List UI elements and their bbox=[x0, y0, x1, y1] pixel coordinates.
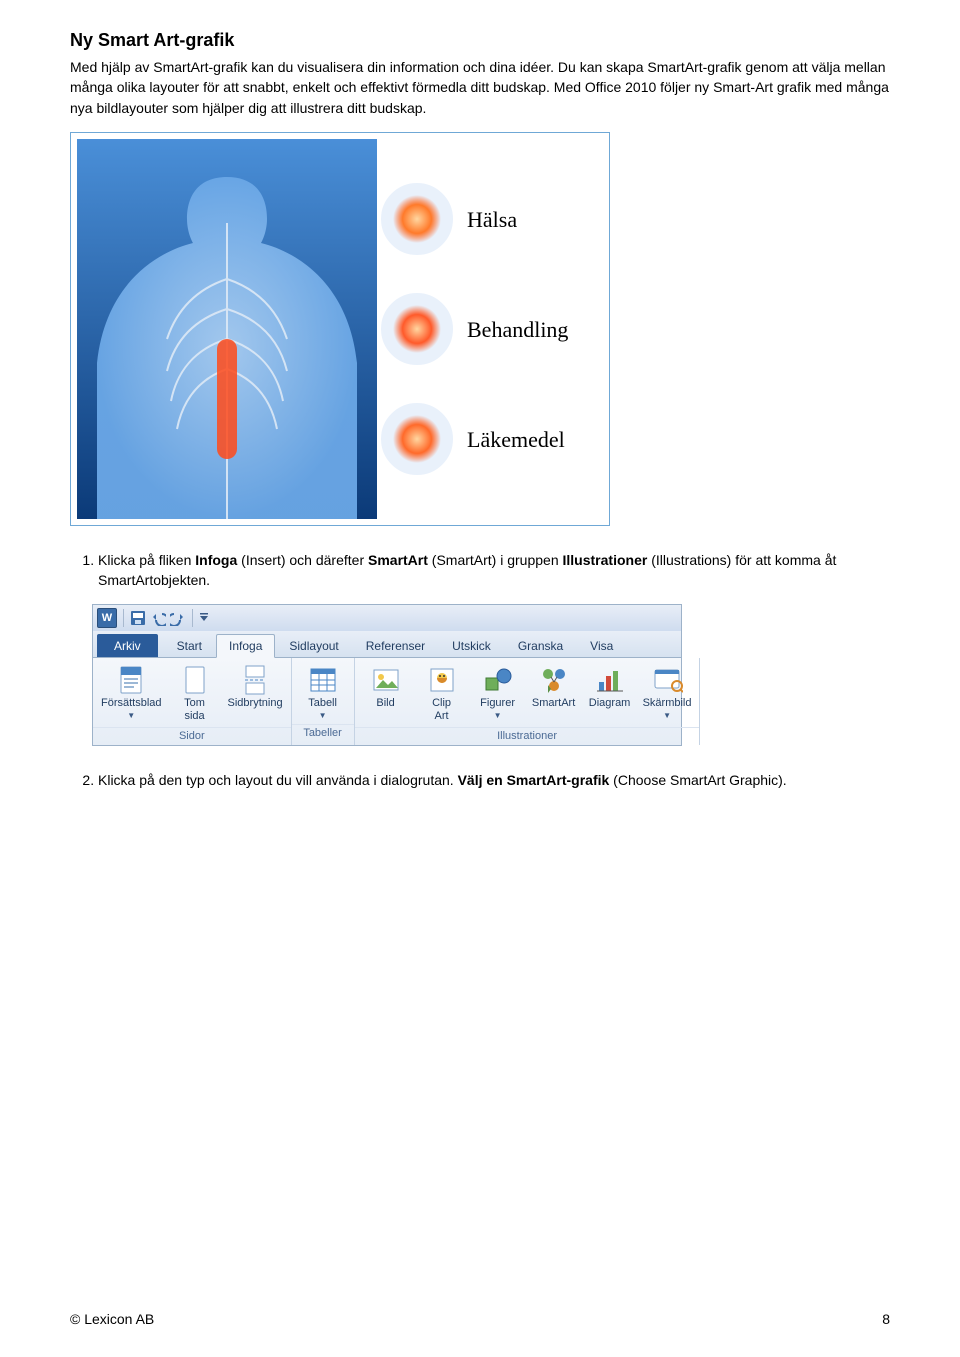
chart-icon bbox=[594, 664, 626, 696]
ribbon-btn-shapes[interactable]: Figurer▼ bbox=[471, 662, 525, 724]
ribbon-group-label: Sidor bbox=[93, 727, 291, 745]
ribbon-groups: Försättsblad▼Tom sidaSidbrytningSidorTab… bbox=[92, 658, 682, 745]
tab-infoga[interactable]: Infoga bbox=[216, 634, 275, 658]
tab-sidlayout[interactable]: Sidlayout bbox=[276, 634, 351, 657]
word-ribbon-screenshot: W Arkiv StartInfogaSidlayoutReferenserUt… bbox=[92, 604, 682, 745]
footer-page-number: 8 bbox=[882, 1311, 890, 1327]
pagebreak-icon bbox=[239, 664, 271, 696]
ribbon-btn-smartart[interactable]: SmartArt bbox=[527, 662, 581, 724]
ribbon-tabs: Arkiv StartInfogaSidlayoutReferenserUtsk… bbox=[92, 631, 682, 658]
dropdown-caret-icon: ▼ bbox=[494, 711, 502, 720]
qat-separator bbox=[123, 609, 124, 627]
ribbon-btn-label: Bild bbox=[376, 697, 394, 710]
footer-copyright: © Lexicon AB bbox=[70, 1311, 154, 1327]
anatomy-svg: Hälsa Behandling Läkemedel bbox=[77, 139, 603, 519]
dropdown-caret-icon: ▼ bbox=[319, 711, 327, 720]
ribbon-btn-coverpage[interactable]: Försättsblad▼ bbox=[97, 662, 166, 724]
ribbon-btn-label: Skärmbild bbox=[643, 697, 692, 710]
redo-icon[interactable] bbox=[170, 610, 186, 626]
ribbon-btn-label: Försättsblad bbox=[101, 697, 162, 710]
ribbon-btn-label: SmartArt bbox=[532, 697, 575, 710]
step1-bold-infoga: Infoga bbox=[195, 552, 237, 568]
ribbon-group-illustrationer: BildClip ArtFigurer▼SmartArtDiagramSkärm… bbox=[355, 658, 701, 744]
anatomy-label-1: Hälsa bbox=[467, 207, 517, 232]
tab-visa[interactable]: Visa bbox=[577, 634, 626, 657]
tab-start[interactable]: Start bbox=[164, 634, 215, 657]
ribbon-btn-label: Clip Art bbox=[432, 697, 451, 722]
clipart-icon bbox=[426, 664, 458, 696]
step1-text-b: (Insert) och därefter bbox=[237, 552, 368, 568]
smartart-example-figure: Hälsa Behandling Läkemedel bbox=[70, 132, 610, 526]
ribbon-btn-chart[interactable]: Diagram bbox=[583, 662, 637, 724]
tab-utskick[interactable]: Utskick bbox=[439, 634, 504, 657]
anatomy-label-3: Läkemedel bbox=[467, 427, 565, 452]
ribbon-btn-label: Sidbrytning bbox=[228, 697, 283, 710]
coverpage-icon bbox=[115, 664, 147, 696]
step1-bold-illustrationer: Illustrationer bbox=[563, 552, 648, 568]
ribbon-btn-label: Tabell bbox=[308, 697, 337, 710]
ribbon-btn-table[interactable]: Tabell▼ bbox=[296, 662, 350, 722]
blankpage-icon bbox=[179, 664, 211, 696]
step2-text-b: (Choose SmartArt Graphic). bbox=[609, 772, 786, 788]
table-icon bbox=[307, 664, 339, 696]
section-title: Ny Smart Art-grafik bbox=[70, 30, 890, 51]
tab-granska[interactable]: Granska bbox=[505, 634, 576, 657]
step1-text-c: (SmartArt) i gruppen bbox=[428, 552, 563, 568]
quick-access-toolbar: W bbox=[92, 604, 682, 631]
page-footer: © Lexicon AB 8 bbox=[70, 1311, 890, 1327]
qat-customize-icon[interactable] bbox=[199, 610, 209, 626]
step1-text-a: Klicka på fliken bbox=[98, 552, 195, 568]
ribbon-group-sidor: Försättsblad▼ Tom sida Sidbrytning Sidor bbox=[93, 658, 292, 744]
screenshot-icon bbox=[651, 664, 683, 696]
ribbon-btn-clipart[interactable]: Clip Art bbox=[415, 662, 469, 724]
step1-bold-smartart: SmartArt bbox=[368, 552, 428, 568]
steps-list: Klicka på fliken Infoga (Insert) och där… bbox=[70, 550, 890, 591]
tab-file[interactable]: Arkiv bbox=[97, 634, 158, 657]
tab-referenser[interactable]: Referenser bbox=[353, 634, 438, 657]
ribbon-btn-label: Diagram bbox=[589, 697, 631, 710]
steps-list-2: Klicka på den typ och layout du vill anv… bbox=[70, 770, 890, 790]
shapes-icon bbox=[482, 664, 514, 696]
anatomy-label-2: Behandling bbox=[467, 317, 568, 342]
smartart-icon bbox=[538, 664, 570, 696]
word-logo-icon[interactable]: W bbox=[97, 608, 117, 628]
step-1: Klicka på fliken Infoga (Insert) och där… bbox=[98, 550, 890, 591]
ribbon-btn-blankpage[interactable]: Tom sida bbox=[168, 662, 222, 724]
intro-paragraph: Med hjälp av SmartArt-grafik kan du visu… bbox=[70, 57, 890, 118]
step2-bold: Välj en SmartArt-grafik bbox=[458, 772, 610, 788]
ribbon-group-label: Tabeller bbox=[292, 724, 354, 742]
picture-icon bbox=[370, 664, 402, 696]
qat-separator-2 bbox=[192, 609, 193, 627]
ribbon-group-label: Illustrationer bbox=[355, 727, 700, 745]
ribbon-btn-screenshot[interactable]: Skärmbild▼ bbox=[639, 662, 696, 724]
step2-text-a: Klicka på den typ och layout du vill anv… bbox=[98, 772, 458, 788]
undo-icon[interactable] bbox=[150, 610, 166, 626]
dropdown-caret-icon: ▼ bbox=[127, 711, 135, 720]
step-2: Klicka på den typ och layout du vill anv… bbox=[98, 770, 890, 790]
ribbon-btn-pagebreak[interactable]: Sidbrytning bbox=[224, 662, 287, 724]
ribbon-group-tabeller: Tabell▼ Tabeller bbox=[292, 658, 355, 744]
dropdown-caret-icon: ▼ bbox=[663, 711, 671, 720]
ribbon-btn-label: Figurer bbox=[480, 697, 515, 710]
ribbon-btn-picture[interactable]: Bild bbox=[359, 662, 413, 724]
ribbon-btn-label: Tom sida bbox=[184, 697, 205, 722]
save-icon[interactable] bbox=[130, 610, 146, 626]
